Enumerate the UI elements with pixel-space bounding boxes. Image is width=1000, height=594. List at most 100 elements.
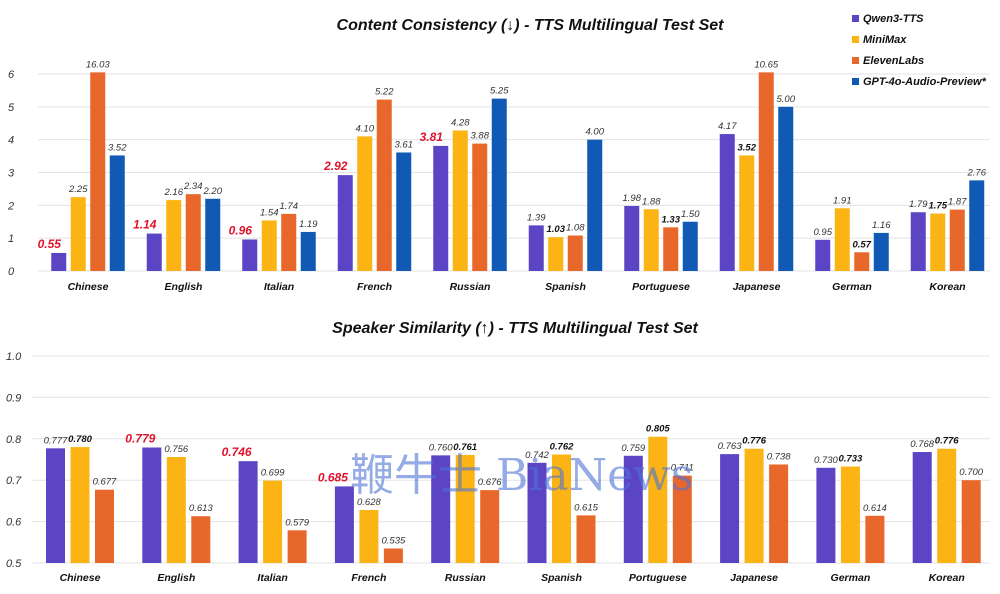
bar — [961, 480, 981, 563]
bar — [376, 99, 392, 271]
data-label: 2.20 — [203, 186, 223, 197]
data-label: 16.03 — [86, 59, 110, 70]
y-tick-label: 1.0 — [6, 351, 22, 363]
bar — [287, 530, 307, 563]
bar — [166, 200, 182, 271]
x-tick-label: Japanese — [733, 281, 781, 293]
data-label: 0.776 — [742, 436, 766, 447]
data-label: 0.615 — [574, 502, 598, 513]
bar — [587, 139, 603, 271]
bar — [452, 130, 468, 271]
bar — [873, 232, 889, 271]
bar — [720, 454, 740, 563]
data-label: 0.55 — [38, 237, 62, 251]
bar — [396, 152, 412, 271]
bar — [528, 225, 544, 271]
data-label: 1.16 — [872, 220, 891, 231]
legend-item: GPT-4o-Audio-Preview* — [852, 76, 987, 88]
data-label: 0.614 — [863, 503, 887, 514]
bar — [166, 457, 186, 563]
bar — [455, 454, 475, 563]
data-label: 5.25 — [490, 86, 509, 97]
data-label: 4.17 — [718, 121, 737, 132]
data-label: 10.65 — [754, 59, 778, 70]
data-label: 0.733 — [839, 454, 863, 465]
y-tick-label: 0.9 — [6, 392, 21, 404]
bar — [263, 480, 283, 563]
x-tick-label: German — [832, 281, 872, 293]
data-label: 0.779 — [125, 431, 155, 445]
bar — [46, 448, 65, 563]
bar — [949, 209, 965, 271]
data-label: 0.780 — [68, 434, 92, 445]
data-label: 0.760 — [429, 442, 453, 453]
data-label: 0.699 — [261, 468, 285, 479]
bar — [383, 548, 403, 563]
data-label: 1.54 — [260, 207, 279, 218]
bar — [337, 175, 353, 271]
bar — [146, 233, 162, 271]
data-label: 0.676 — [478, 477, 502, 488]
y-tick-label: 0.7 — [6, 475, 22, 487]
data-label: 0.738 — [767, 451, 791, 462]
data-label: 0.57 — [853, 239, 872, 250]
data-label: 0.742 — [525, 450, 549, 461]
data-label: 3.81 — [420, 130, 444, 144]
data-label: 3.88 — [471, 131, 490, 142]
y-tick-label: 2 — [7, 200, 14, 212]
data-label: 0.685 — [318, 470, 348, 484]
x-tick-label: Korean — [929, 572, 965, 584]
data-label: 1.98 — [623, 193, 642, 204]
bar — [433, 145, 449, 271]
data-label: 0.700 — [959, 467, 983, 478]
legend-label: Qwen3-TTS — [863, 13, 924, 25]
bar — [567, 235, 583, 271]
data-label: 1.91 — [833, 195, 852, 206]
data-label: 1.79 — [909, 199, 928, 210]
y-tick-label: 5 — [8, 102, 15, 114]
y-tick-label: 4 — [8, 135, 14, 147]
bar — [552, 454, 571, 563]
bar — [865, 515, 885, 563]
x-tick-label: Korean — [929, 281, 965, 293]
x-tick-label: Portuguese — [632, 281, 690, 293]
bar — [663, 227, 679, 271]
bar — [205, 198, 221, 271]
data-label: 1.75 — [929, 201, 948, 212]
data-label: 5.00 — [777, 94, 796, 105]
bar — [912, 452, 932, 563]
data-label: 0.95 — [814, 227, 833, 238]
bar — [548, 237, 564, 271]
content-consistency-chart: Content Consistency (↓) - TTS Multilingu… — [7, 17, 990, 293]
data-label: 0.776 — [935, 436, 959, 447]
x-tick-label: German — [831, 572, 871, 584]
y-tick-label: 0.6 — [6, 517, 22, 529]
x-tick-label: Italian — [257, 572, 287, 584]
data-label: 0.746 — [222, 445, 252, 459]
bar — [719, 134, 735, 271]
bar — [576, 515, 596, 563]
data-label: 0.768 — [910, 439, 934, 450]
bar — [359, 510, 379, 563]
bar — [527, 462, 547, 563]
x-tick-label: English — [157, 572, 195, 584]
bar — [109, 155, 125, 271]
bar — [70, 447, 90, 563]
bar — [95, 489, 114, 563]
chart-title: Speaker Similarity (↑) - TTS Multilingua… — [332, 320, 698, 337]
bar — [242, 239, 258, 271]
x-tick-label: Portuguese — [629, 572, 687, 584]
bar — [491, 98, 507, 271]
x-tick-label: Spanish — [541, 572, 582, 584]
data-label: 4.28 — [451, 117, 470, 128]
bar — [758, 72, 774, 271]
data-label: 0.96 — [229, 223, 253, 237]
data-label: 1.88 — [642, 196, 661, 207]
x-tick-label: Japanese — [730, 572, 778, 584]
watermark: 鞭牛士 BiaNews — [350, 450, 693, 501]
data-label: 0.677 — [93, 477, 117, 488]
data-label: 3.52 — [738, 142, 757, 153]
data-label: 2.34 — [183, 181, 203, 192]
bar — [816, 467, 836, 563]
